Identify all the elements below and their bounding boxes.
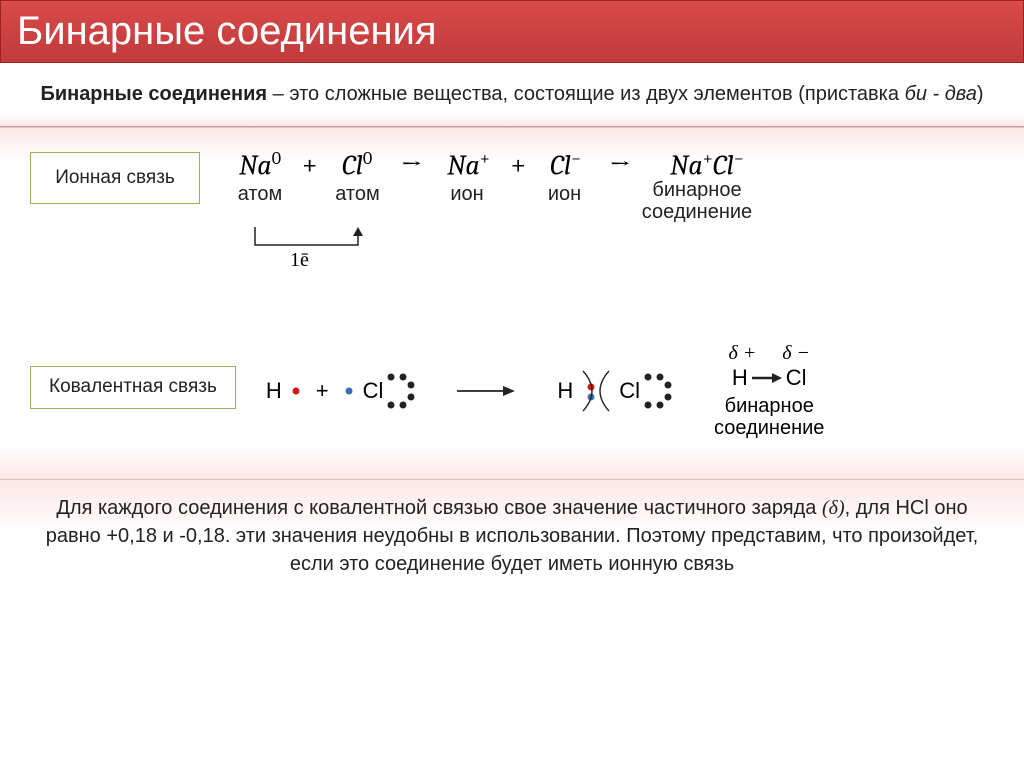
- footer-delta: (δ): [822, 497, 845, 519]
- transfer-arrow-icon: [230, 227, 390, 282]
- lbl-compound: бинарное соединение: [632, 179, 762, 223]
- eq-sup-3: +: [480, 148, 490, 169]
- definition-block: Бинарные соединения – это сложные вещест…: [0, 63, 1024, 127]
- ionic-equation: Na0 + Cl0 → Na+ + Cl− → Na+Cl−: [230, 148, 994, 181]
- eq-cl-1: Cl: [342, 149, 363, 181]
- ionic-sublabels: атом атом ион ион бинарное соединение: [230, 181, 994, 223]
- dipole-cl: Cl: [786, 365, 807, 391]
- definition-tail: ): [977, 83, 984, 105]
- definition-italic: би - два: [905, 83, 977, 105]
- eq-na-3: Na: [670, 149, 703, 181]
- eq-sup-5: +: [703, 148, 713, 169]
- definition-body: – это сложные вещества, состоящие из дву…: [267, 83, 904, 105]
- slide-title: Бинарные соединения: [17, 9, 1007, 54]
- shared-pair-icon: [579, 367, 613, 415]
- lewis-plus: +: [310, 378, 335, 404]
- lewis-h: H: [266, 378, 282, 404]
- cov-compound-l1: бинарное: [725, 395, 814, 417]
- covalent-label-text: Ковалентная связь: [49, 376, 217, 397]
- eq-cl-3: Cl: [713, 149, 734, 181]
- ionic-equation-area: Na0 + Cl0 → Na+ + Cl− → Na+Cl− атом атом…: [230, 148, 994, 282]
- cl-lone-pairs-icon: [385, 371, 417, 411]
- cov-compound-l2: соединение: [714, 417, 824, 439]
- transfer-label: 1ē: [290, 249, 309, 272]
- dipole-arrow-icon: [752, 373, 782, 383]
- dipole-block: δ + δ − H Cl бинарное соединение: [714, 342, 824, 439]
- eq-plus-1: +: [292, 149, 328, 181]
- covalent-row: Ковалентная связь H + Cl: [30, 332, 994, 439]
- covalent-equation-area: H + Cl H: [266, 332, 994, 439]
- eq-na-2: Na: [447, 149, 480, 181]
- definition-term: Бинарные соединения: [40, 83, 267, 105]
- eq-na-1: Na: [239, 149, 272, 181]
- slide-header: Бинарные соединения: [0, 0, 1024, 63]
- red-electron-dot-icon: [290, 385, 302, 397]
- lbl-ion-2: ион: [537, 183, 592, 223]
- lbl-ion-1: ион: [437, 183, 497, 223]
- eq-sup-1: 0: [272, 148, 281, 169]
- footer-part-1: Для каждого соединения с ковалентной свя…: [56, 497, 822, 519]
- compound-l2: соединение: [642, 201, 752, 223]
- ionic-label: Ионная связь: [30, 152, 200, 204]
- delta-minus: δ −: [782, 342, 810, 365]
- eq-arrow-1: →: [387, 149, 437, 181]
- footer-text: Для каждого соединения с ковалентной свя…: [0, 479, 1024, 592]
- eq-sup-2: 0: [363, 148, 372, 169]
- delta-plus: δ +: [728, 342, 756, 365]
- lewis-reactants: H + Cl: [266, 371, 418, 411]
- lewis-h-2: H: [557, 378, 573, 404]
- content-area: Ионная связь Na0 + Cl0 → Na+ + Cl− → Na+…: [0, 127, 1024, 479]
- compound-l1: бинарное: [652, 179, 741, 201]
- eq-cl-2: Cl: [550, 149, 571, 181]
- eq-plus-2: +: [500, 149, 536, 181]
- lewis-product: H Cl: [557, 367, 674, 415]
- reaction-arrow-icon: [457, 384, 517, 398]
- dipole-h: H: [732, 365, 748, 391]
- eq-sup-4: −: [571, 148, 581, 169]
- cl-lone-pairs-icon-2: [642, 371, 674, 411]
- eq-arrow-2: →: [595, 149, 645, 181]
- lbl-atom-2: атом: [330, 183, 385, 223]
- eq-sup-6: −: [734, 148, 744, 169]
- covalent-label: Ковалентная связь: [30, 366, 236, 409]
- lbl-atom-1: атом: [230, 183, 290, 223]
- electron-transfer-diagram: 1ē: [230, 227, 994, 282]
- lewis-cl: Cl: [363, 378, 384, 404]
- lewis-cl-2: Cl: [619, 378, 640, 404]
- blue-electron-dot-icon: [343, 385, 355, 397]
- ionic-row: Ионная связь Na0 + Cl0 → Na+ + Cl− → Na+…: [30, 148, 994, 282]
